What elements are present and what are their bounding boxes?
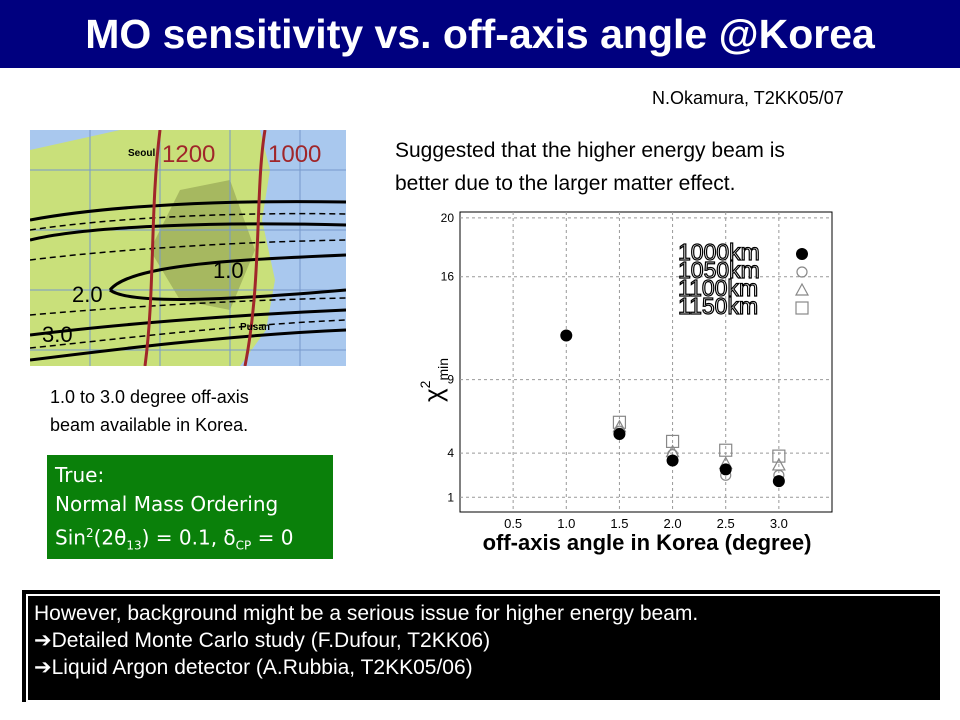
map: Seoul 1200 1000 1.0 2.0 3.0 Pusan [30, 130, 346, 366]
suggestion-line: Suggested that the higher energy beam is [395, 139, 785, 162]
suggestion: Suggested that the higher energy beam is… [395, 134, 785, 200]
marker [665, 434, 680, 449]
suggestion-line: better due to the larger matter effect. [395, 172, 736, 195]
y-tick-label: 1 [447, 490, 454, 504]
text: 2 [417, 380, 433, 388]
legend-label: 1100km [678, 275, 758, 301]
marker [613, 428, 626, 441]
distance-lines [143, 130, 267, 366]
marker [794, 282, 810, 296]
text: Sin [55, 525, 86, 550]
x-axis-label: off-axis angle in Korea (degree) [483, 530, 812, 555]
bottom-line: ➔Liquid Argon detector (A.Rubbia, T2KK05… [34, 656, 473, 679]
x-tick-label: 1.5 [610, 516, 628, 531]
text: χ [418, 388, 448, 402]
x-tick-label: 2.0 [664, 516, 682, 531]
map-label: 1.0 [213, 258, 244, 283]
plot-frame [459, 211, 833, 513]
map-label: Pusan [240, 322, 270, 333]
y-tick-label: 20 [441, 211, 455, 225]
marker [795, 301, 809, 315]
map-label: 1200 [162, 141, 215, 168]
y-tick-label: 9 [447, 373, 454, 387]
chart: off-axis angle in Korea (degree) χ2min 1… [417, 211, 833, 555]
author: N.Okamura, T2KK05/07 [652, 88, 844, 108]
y-axis-label: χ2min [417, 358, 451, 402]
x-tick-label: 2.5 [717, 516, 735, 531]
map-label: 3.0 [42, 322, 73, 347]
true-line: Normal Mass Ordering [55, 492, 279, 516]
text: ) = 0.1, δ [141, 525, 236, 550]
bottom-box-inner: However, background might be a serious i… [26, 594, 942, 702]
legend-label: 1050km [678, 257, 760, 283]
text: = 0 [251, 525, 294, 550]
text: min [435, 358, 451, 381]
true-line: Sin2(2θ13) = 0.1, δCP = 0 [55, 519, 325, 561]
x-tick-label: 0.5 [504, 516, 522, 531]
marker [772, 449, 786, 463]
y-tick-label: 4 [447, 446, 454, 460]
marker [666, 454, 679, 467]
bottom-line: ➔Detailed Monte Carlo study (F.Dufour, T… [34, 629, 491, 652]
marker [719, 463, 732, 476]
map-label: 1000 [268, 141, 321, 168]
y-tick-label: 16 [441, 270, 455, 284]
text: (2θ [93, 525, 127, 550]
legend-label: 1150km [678, 293, 758, 319]
x-tick-label: 1.0 [557, 516, 575, 531]
dashed-contours [30, 212, 346, 349]
title: MO sensitivity vs. off-axis angle @Korea [0, 0, 960, 68]
legend-label: 1000km [678, 239, 760, 265]
map-label: 2.0 [72, 282, 103, 307]
marker [796, 248, 808, 260]
true-line: True: [55, 463, 105, 487]
text: CP [235, 538, 252, 553]
text: 2 [85, 526, 94, 540]
x-tick-label: 3.0 [770, 516, 788, 531]
text: 13 [126, 538, 142, 553]
marker [796, 266, 808, 278]
map-label: Seoul [128, 148, 155, 159]
marker [772, 475, 785, 488]
caption-line: beam available in Korea. [50, 415, 249, 435]
map-caption: 1.0 to 3.0 degree off-axis beam availabl… [50, 383, 249, 439]
marker [560, 329, 573, 342]
true-box: True: Normal Mass Ordering Sin2(2θ13) = … [47, 455, 333, 559]
bottom-box: However, background might be a serious i… [22, 590, 942, 702]
bottom-line: However, background might be a serious i… [34, 602, 699, 625]
contours [30, 200, 346, 362]
caption-line: 1.0 to 3.0 degree off-axis [50, 387, 249, 407]
